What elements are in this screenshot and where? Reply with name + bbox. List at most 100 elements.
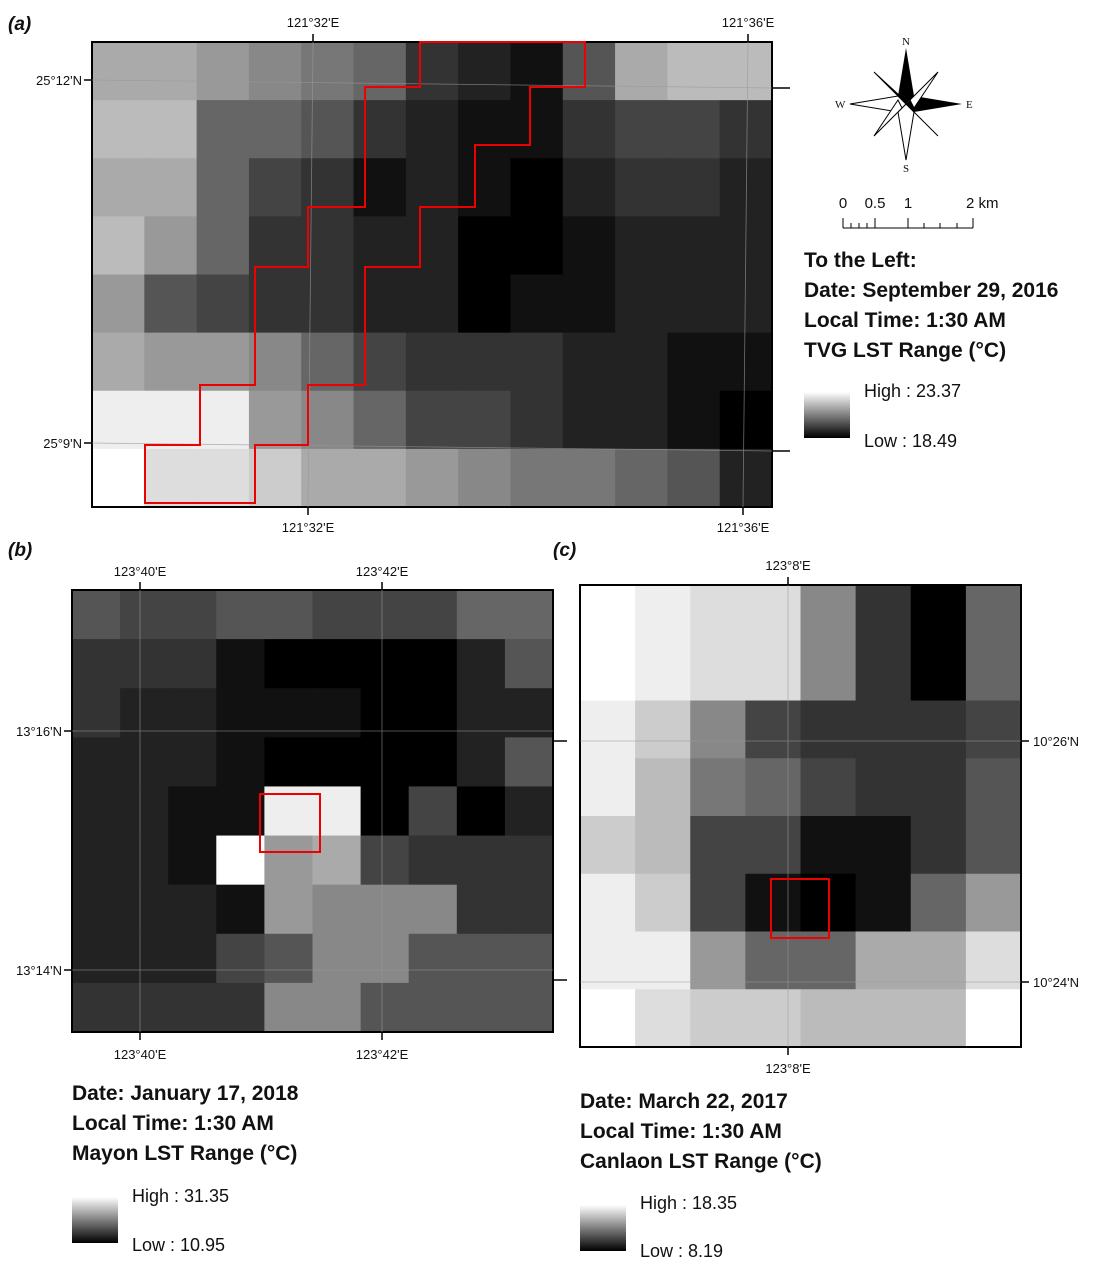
raster-cell: [800, 931, 857, 990]
legend-low: Low : 10.95: [132, 1235, 225, 1255]
raster-cell: [408, 933, 458, 984]
raster-cell: [353, 100, 407, 159]
raster-cell: [301, 448, 355, 508]
raster-cell: [196, 332, 250, 392]
raster-cell: [248, 390, 302, 450]
raster-cell: [965, 642, 1022, 701]
raster-cell: [800, 585, 857, 644]
raster-cell: [456, 982, 506, 1033]
compass-e: E: [966, 99, 973, 111]
legend-date: Date: January 17, 2018: [72, 1082, 299, 1105]
raster-cell: [353, 390, 407, 450]
raster-cell: [456, 933, 506, 984]
legend-title: Mayon LST Range (°C): [72, 1142, 297, 1165]
raster-cell: [615, 42, 668, 101]
raster-cell: [745, 816, 801, 875]
raster-cell: [965, 931, 1022, 990]
raster-cell: [855, 989, 912, 1048]
raster-cell: [264, 933, 313, 984]
raster-cell: [667, 332, 721, 392]
legend-date: Date: September 29, 2016: [804, 279, 1058, 302]
raster-cell: [719, 332, 773, 392]
raster-cell: [580, 700, 636, 759]
raster-cell: [745, 642, 801, 701]
raster-cell: [196, 100, 250, 159]
raster-cell: [910, 758, 967, 817]
panel-label: (b): [8, 540, 32, 561]
raster-cell: [667, 274, 721, 334]
raster-cell: [72, 688, 121, 738]
raster-cell: [72, 982, 121, 1033]
raster-cell: [504, 590, 554, 640]
raster-cell: [635, 642, 691, 701]
raster-cell: [855, 758, 912, 817]
raster-cell: [405, 274, 459, 334]
compass-w: W: [835, 99, 846, 111]
raster-cell: [456, 688, 506, 738]
raster-cell: [965, 758, 1022, 817]
raster-cell: [120, 982, 169, 1033]
raster-cell: [216, 639, 265, 689]
raster-cell: [248, 332, 302, 392]
raster-cell: [312, 884, 362, 935]
raster-cell: [168, 982, 217, 1033]
raster-cell: [72, 884, 121, 935]
raster-cell: [745, 585, 801, 644]
raster-cell: [510, 332, 564, 392]
raster-cell: [216, 933, 265, 984]
raster-cell: [353, 332, 407, 392]
raster-cell: [965, 816, 1022, 875]
raster-cell: [800, 700, 857, 759]
raster-cell: [216, 786, 265, 837]
raster-cell: [745, 700, 801, 759]
raster-cell: [667, 100, 721, 159]
raster-cell: [719, 390, 773, 450]
top-tick-label: 123°40'E: [114, 564, 167, 579]
top-tick-label: 123°42'E: [356, 564, 409, 579]
raster-cell: [458, 390, 511, 450]
raster-cell: [580, 585, 636, 644]
raster-cell: [405, 216, 459, 275]
raster-cell: [510, 216, 564, 275]
raster-cell: [168, 884, 217, 935]
legend-high: High : 23.37: [864, 381, 961, 401]
raster-cell: [456, 639, 506, 689]
raster-cell: [800, 816, 857, 875]
top-tick-label: 123°8'E: [765, 558, 811, 573]
raster-cell: [800, 758, 857, 817]
raster-cell: [910, 873, 967, 932]
raster-cell: [120, 639, 169, 689]
raster-cell: [745, 989, 801, 1048]
raster-cell: [301, 216, 355, 275]
raster-cell: [312, 688, 362, 738]
raster-cell: [510, 274, 564, 334]
raster-cell: [667, 448, 721, 508]
raster-cell: [690, 758, 746, 817]
bottom-tick-label: 121°36'E: [717, 520, 770, 535]
raster-cell: [580, 989, 636, 1048]
raster-cell: [510, 100, 564, 159]
raster-cell: [168, 590, 217, 640]
raster-cell: [353, 42, 407, 101]
raster-cell: [510, 158, 564, 217]
raster-cell: [264, 639, 313, 689]
raster-cell: [690, 873, 746, 932]
panel-label: (c): [553, 540, 576, 561]
raster-cell: [248, 42, 302, 101]
scale-label: 0.5: [865, 195, 886, 212]
raster-cell: [855, 585, 912, 644]
raster-cell: [405, 42, 459, 101]
raster-cell: [580, 873, 636, 932]
raster-cell: [458, 274, 511, 334]
raster-cell: [408, 590, 458, 640]
raster-cell: [144, 42, 198, 101]
raster-cell: [144, 390, 198, 450]
raster-cell: [504, 688, 554, 738]
legend-low: Low : 18.49: [864, 431, 957, 451]
raster-cell: [405, 332, 459, 392]
raster-cell: [353, 274, 407, 334]
raster-cell: [562, 100, 616, 159]
raster-cell: [667, 216, 721, 275]
raster-cell: [72, 737, 121, 787]
raster-cell: [667, 390, 721, 450]
